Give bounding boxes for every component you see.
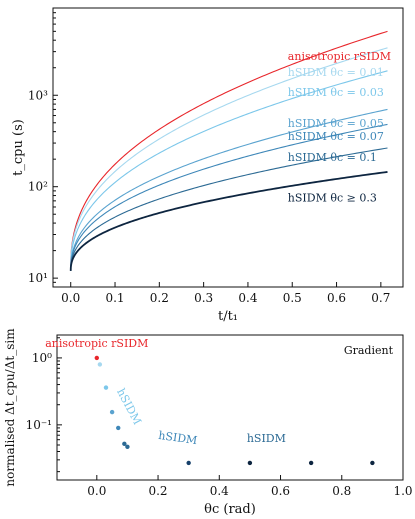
top-x-tick-label: 0.3 [194,291,213,305]
top-y-tick-label: 10² [28,180,48,194]
data-point-2 [103,385,109,390]
top-x-tick-label: 0.7 [371,291,390,305]
top-x-tick-label: 0.1 [105,291,124,305]
data-point-8 [247,460,253,466]
series-label-4: hSIDM θc = 0.07 [288,130,384,143]
bottom-x-tick-label: 0.8 [332,484,351,498]
top-x-tick-label: 0.0 [61,291,80,305]
data-point-5 [122,441,127,447]
data-point-7 [186,460,191,466]
series-line-1 [70,47,388,268]
annotation-3: hSIDM [247,432,286,445]
bottom-x-tick-label: 0.6 [271,484,290,498]
series-line-2 [70,70,388,270]
data-point-1 [97,362,103,367]
series-line-6 [69,171,388,271]
series-line-3 [70,108,388,271]
data-point-4 [116,425,121,431]
series-label-5: hSIDM θc = 0.1 [288,151,377,164]
data-point-6 [125,444,130,450]
top-y-tick-label: 10³ [28,88,48,102]
top-x-tick-label: 0.6 [327,291,346,305]
annotation-0: anisotropic rSIDM [45,337,148,350]
data-point-0 [94,355,100,361]
bottom-x-tick-label: 0.0 [87,484,106,498]
top-x-axis-label: t/t₁ [218,309,238,324]
series-label-6: hSIDM θc ≥ 0.3 [288,191,377,204]
bottom-x-axis-label: θc (rad) [204,502,256,517]
data-point-3 [109,409,115,415]
series-label-2: hSIDM θc = 0.03 [288,86,384,99]
series-line-5 [70,147,388,271]
top-plot-frame [52,7,404,288]
top-y-axis-label: t_cpu (s) [11,119,26,176]
bottom-x-tick-label: 0.2 [148,484,167,498]
gradient-label: Gradient [344,344,394,357]
annotation-2: hSIDM [158,429,198,447]
bottom-y-tick-label: 10⁻¹ [26,418,52,432]
top-y-tick-label: 10¹ [28,271,48,285]
series-line-4 [70,123,388,271]
bottom-x-tick-label: 1.0 [393,484,412,498]
bottom-panel: 0.0 0.2 0.4 0.6 0.8 1.0 10⁻¹ 10⁰ anisotropic r… [3,328,413,517]
series-line-0 [70,30,388,268]
bottom-plot-frame [56,334,404,481]
top-x-tick-label: 0.5 [283,291,302,305]
top-panel: 0.0 0.1 0.2 0.3 0.4 0.5 0.6 0.7 10¹ 10² 10³ aniso… [11,7,404,324]
top-x-tick-label: 0.2 [150,291,169,305]
series-label-0: anisotropic rSIDM [288,50,391,63]
top-x-tick-label: 0.4 [238,291,257,305]
annotation-1: hSIDM [114,386,144,427]
data-point-9 [308,460,314,466]
bottom-y-tick-label: 10⁰ [32,351,52,365]
bottom-x-tick-label: 0.4 [210,484,229,498]
series-label-1: hSIDM θc = 0.01 [288,66,384,79]
series-label-3: hSIDM θc = 0.05 [288,117,384,130]
data-point-10 [370,460,375,466]
bottom-y-axis-label: normalised Δt_cpu/Δt_sim [3,328,17,487]
